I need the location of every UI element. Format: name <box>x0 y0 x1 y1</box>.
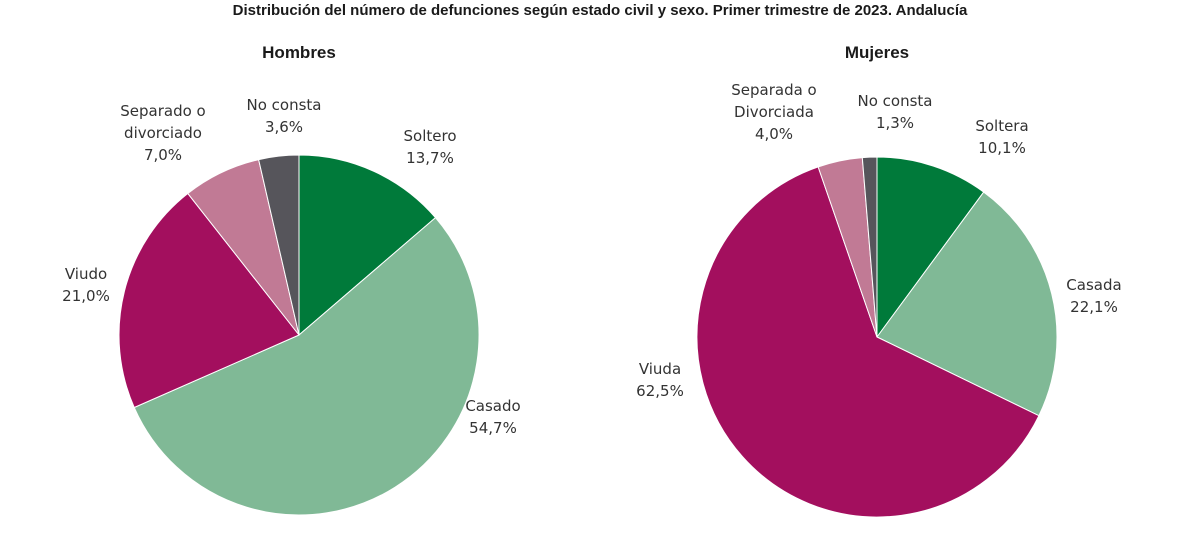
pie-slice-0-0 <box>298 154 437 337</box>
slice-value: 7,0% <box>144 146 182 164</box>
slice-category: No consta <box>858 92 933 110</box>
slice-category: Soltero <box>404 127 457 145</box>
slice-label-1-3: Separada o Divorciada 4,0% <box>731 81 816 143</box>
slice-category: Casada <box>1066 276 1121 294</box>
slice-label-1-4: No consta 1,3% <box>858 92 933 132</box>
pie-slice-1-0 <box>876 156 985 339</box>
pie-slice-1-4 <box>861 156 878 338</box>
chart-title: Distribución del número de defunciones s… <box>232 2 968 19</box>
slice-category: divorciado <box>124 124 202 142</box>
slice-value: 3,6% <box>265 118 303 136</box>
slice-label-1-2: Viuda 62,5% <box>636 360 684 400</box>
pie-slice-1-2 <box>696 166 1040 518</box>
slice-value: 62,5% <box>636 382 684 400</box>
slice-label-1-0: Soltera 10,1% <box>975 117 1028 157</box>
slice-value: 22,1% <box>1070 298 1118 316</box>
slice-value: 13,7% <box>406 149 454 167</box>
slice-category: Divorciada <box>734 103 814 121</box>
slice-value: 54,7% <box>469 419 517 437</box>
pie-title-1: Mujeres <box>845 43 909 62</box>
slice-category: Casado <box>465 397 520 415</box>
slice-category: Viuda <box>639 360 681 378</box>
pie-slice-0-4 <box>258 154 300 336</box>
slice-label-0-1: Casado 54,7% <box>465 397 520 437</box>
slice-value: 10,1% <box>978 139 1026 157</box>
pie-title-0: Hombres <box>262 43 336 62</box>
pie-slice-0-1 <box>133 216 480 516</box>
slice-value: 21,0% <box>62 287 110 305</box>
slice-label-0-3: Separado o divorciado 7,0% <box>120 102 205 164</box>
slice-category: No consta <box>247 96 322 114</box>
slice-label-0-2: Viudo 21,0% <box>62 265 110 305</box>
slice-label-1-1: Casada 22,1% <box>1066 276 1121 316</box>
slice-label-0-4: No consta 3,6% <box>247 96 322 136</box>
pie-slice-0-2 <box>118 192 300 409</box>
slice-value: 4,0% <box>755 125 793 143</box>
slice-category: Separado o <box>120 102 205 120</box>
slice-category: Soltera <box>975 117 1028 135</box>
slice-category: Separada o <box>731 81 816 99</box>
slice-category: Viudo <box>65 265 107 283</box>
pie-slice-1-1 <box>876 191 1058 417</box>
slice-label-0-0: Soltero 13,7% <box>404 127 457 167</box>
slice-value: 1,3% <box>876 114 914 132</box>
